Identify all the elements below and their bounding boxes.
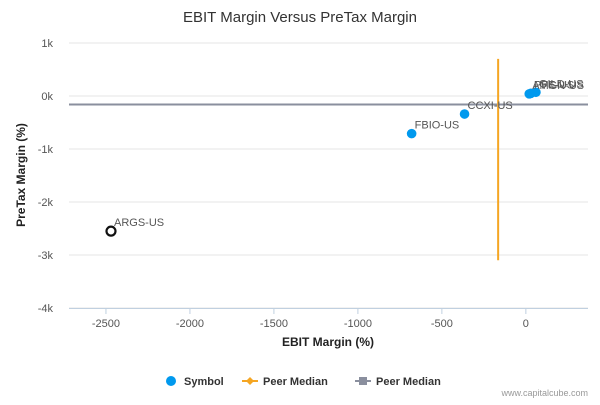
data-point xyxy=(459,109,470,119)
legend-item: Peer Median xyxy=(355,376,441,388)
median-layer xyxy=(69,58,588,261)
credit-text: www.capitalcube.com xyxy=(500,388,588,398)
y-tick-label: -4k xyxy=(38,303,54,315)
data-point-label: GILD-US xyxy=(539,78,584,90)
point-layer xyxy=(105,87,541,237)
legend-symbol-dot-icon xyxy=(166,376,176,386)
y-tick-label: 1k xyxy=(41,38,53,50)
x-tick-label: -1500 xyxy=(260,318,288,330)
grid-layer xyxy=(69,42,588,309)
data-point-label: CCXI-US xyxy=(468,100,513,112)
legend-square-icon xyxy=(359,377,367,385)
x-tick-label: -2500 xyxy=(92,318,120,330)
highlighted-data-point xyxy=(105,225,117,237)
y-tick-label: -3k xyxy=(38,250,54,262)
y-tick-label: 0k xyxy=(41,91,53,103)
data-point-label: ARGS-US xyxy=(114,217,164,229)
x-tick-label: -500 xyxy=(431,318,453,330)
chart-title: EBIT Margin Versus PreTax Margin xyxy=(183,9,417,26)
legend: Symbol Peer Median Peer Median xyxy=(166,376,441,388)
x-tick-label: -2000 xyxy=(176,318,204,330)
legend-label: Symbol xyxy=(184,376,224,388)
data-point xyxy=(406,128,417,139)
y-tick-label: -1k xyxy=(38,144,54,156)
legend-label: Peer Median xyxy=(263,376,328,388)
y-tick-label: -2k xyxy=(38,197,54,209)
data-point-label: PFE-US xyxy=(534,79,574,91)
data-point xyxy=(531,87,541,98)
legend-diamond-icon xyxy=(246,377,254,385)
legend-label: Peer Median xyxy=(376,376,441,388)
data-point-label: AMGN-US xyxy=(532,80,584,92)
legend-item: Peer Median xyxy=(242,376,328,388)
tick-layer: 1k 0k -1k -2k -3k -4k -2500 -2000 -1500 -1000 -500… xyxy=(38,38,529,330)
x-axis-title: EBIT Margin (%) xyxy=(282,335,374,349)
legend-item: Symbol xyxy=(166,376,224,388)
x-tick-label: -1000 xyxy=(344,318,372,330)
y-axis-title: PreTax Margin (%) xyxy=(14,123,28,227)
data-point-label: FBIO-US xyxy=(415,120,460,132)
x-tick-label: 0 xyxy=(523,318,529,330)
